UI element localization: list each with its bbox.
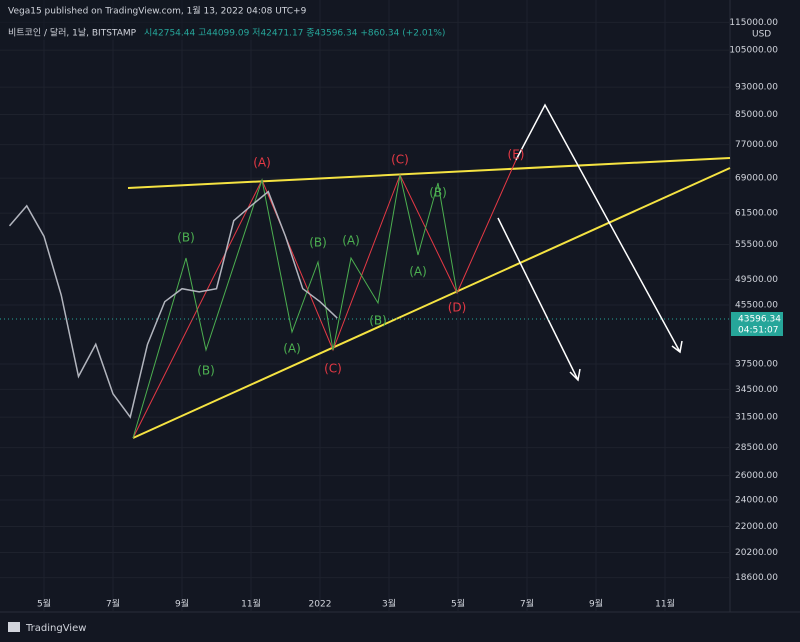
price-tag-value: 43596.34 [738,315,781,325]
y-tick-label: 61500.00 [735,209,778,219]
trendline [127,157,731,189]
y-tick-label: 55500.00 [735,240,778,250]
y-tick-label: 115000.00 [729,18,778,28]
wave-label: (B) [429,186,447,200]
y-tick-label: 85000.00 [735,110,778,120]
x-tick-label: 7월 [106,598,120,610]
wave-label: (E) [508,148,525,162]
wave-label: (D) [448,301,467,315]
logo [8,622,20,632]
y-tick-label: 24000.00 [735,495,778,505]
arrow-head [569,368,581,382]
arrow [497,217,579,381]
wave-label: (A) [253,156,271,170]
x-tick-label: 7월 [520,598,534,610]
y-tick-label: 20200.00 [735,548,778,558]
wave-label: (B) [177,231,195,245]
wave-label: (B) [309,236,327,250]
wave-label: (A) [283,342,301,356]
x-tick-label: 9월 [175,598,189,610]
wave-line [132,159,517,439]
wave-label: (C) [391,153,409,167]
wave-label: (A) [409,265,427,279]
ohlc: 시42754.44 고44099.09 저42471.17 종43596.34 … [144,28,445,39]
footer-brand: TradingView [25,623,86,634]
y-tick-label: 69000.00 [735,174,778,184]
y-tick-label: 28500.00 [735,443,778,453]
x-tick-label: 5월 [451,598,465,610]
wave-label: (C) [324,362,342,376]
y-tick-label: 31500.00 [735,413,778,423]
x-tick-label: 3월 [382,598,396,610]
y-tick-label: 45500.00 [735,301,778,311]
y-tick-label: 49500.00 [735,275,778,285]
y-tick-label: 18600.00 [735,573,778,583]
header-bg [0,0,300,40]
price-tag [731,312,783,336]
symbol: 비트코인 / 달러, 1날, BITSTAMP [8,27,137,39]
price-tag-countdown: 04:51:07 [738,326,778,336]
wave-line [132,174,458,439]
y-tick-label: 26000.00 [735,471,778,481]
wave-label: (B) [369,314,387,328]
x-tick-label: 11월 [655,598,675,610]
price-line [8,190,338,419]
wave-label: (B) [197,364,215,378]
y-tick-label: 77000.00 [735,140,778,150]
arrow-head [671,340,683,354]
publisher: Vega15 published on TradingView.com, 1월 … [8,5,307,17]
y-tick-label: 105000.00 [729,46,778,56]
arrow [515,103,681,353]
x-tick-label: 5월 [37,598,51,610]
wave-label: (A) [342,234,360,248]
trendline [132,167,731,439]
y-tick-label: 37500.00 [735,359,778,369]
y-tick-label: 22000.00 [735,522,778,532]
x-tick-label: 9월 [589,598,603,610]
currency: USD [752,30,771,40]
x-tick-label: 2022 [309,600,332,610]
x-tick-label: 11월 [241,598,261,610]
y-tick-label: 34500.00 [735,385,778,395]
y-tick-label: 93000.00 [735,83,778,93]
